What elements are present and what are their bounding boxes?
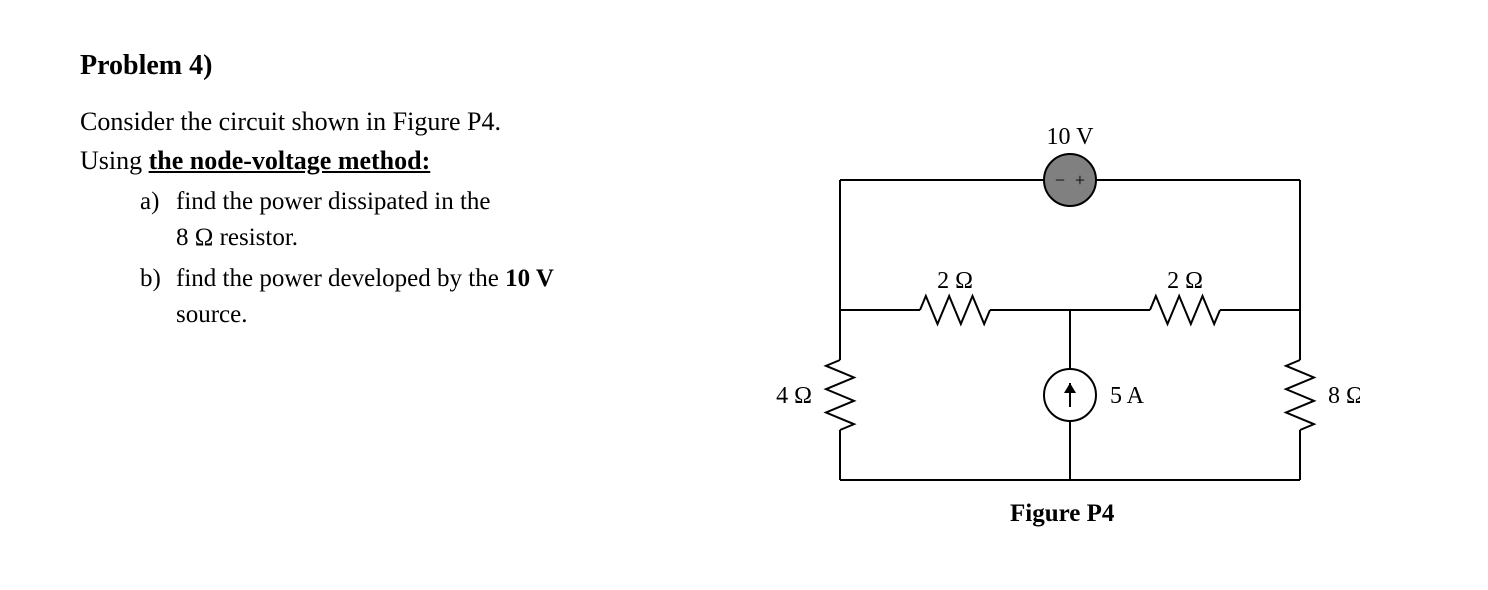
svg-text:4 Ω: 4 Ω bbox=[776, 383, 812, 409]
item-text: find the power dissipated in the 8 Ω res… bbox=[176, 184, 680, 257]
svg-text:10 V: 10 V bbox=[1047, 124, 1095, 150]
list-item: a) find the power dissipated in the 8 Ω … bbox=[140, 184, 680, 257]
figure-caption: Figure P4 bbox=[1010, 500, 1114, 528]
circuit-diagram: −+10 V 2 Ω 2 Ω 4 Ω 8 Ω 5 A bbox=[720, 80, 1360, 565]
svg-text:2 Ω: 2 Ω bbox=[1167, 268, 1203, 294]
intro-line-1: Consider the circuit shown in Figure P4. bbox=[80, 104, 680, 139]
svg-text:5 A: 5 A bbox=[1110, 383, 1145, 409]
item-marker: b) bbox=[140, 261, 176, 334]
intro-line-2: Using the node-voltage method: bbox=[80, 143, 680, 178]
svg-text:2 Ω: 2 Ω bbox=[937, 268, 973, 294]
problem-title: Problem 4) bbox=[80, 50, 680, 82]
intro-prefix: Using bbox=[80, 146, 149, 175]
item-text-after: source. bbox=[176, 301, 248, 328]
item-text-before: find the power dissipated in the bbox=[176, 188, 491, 215]
item-marker: a) bbox=[140, 184, 176, 257]
svg-text:+: + bbox=[1075, 170, 1085, 190]
item-text-bold: 10 V bbox=[505, 265, 554, 292]
svg-text:−: − bbox=[1055, 170, 1065, 190]
item-text-before: find the power developed by the bbox=[176, 265, 505, 292]
item-text: find the power developed by the 10 V sou… bbox=[176, 261, 680, 334]
problem-list: a) find the power dissipated in the 8 Ω … bbox=[80, 184, 680, 333]
svg-text:8 Ω: 8 Ω bbox=[1328, 383, 1360, 409]
list-item: b) find the power developed by the 10 V … bbox=[140, 261, 680, 334]
intro-bold: the node-voltage method: bbox=[149, 146, 431, 175]
item-text-break: 8 Ω resistor. bbox=[176, 224, 298, 251]
